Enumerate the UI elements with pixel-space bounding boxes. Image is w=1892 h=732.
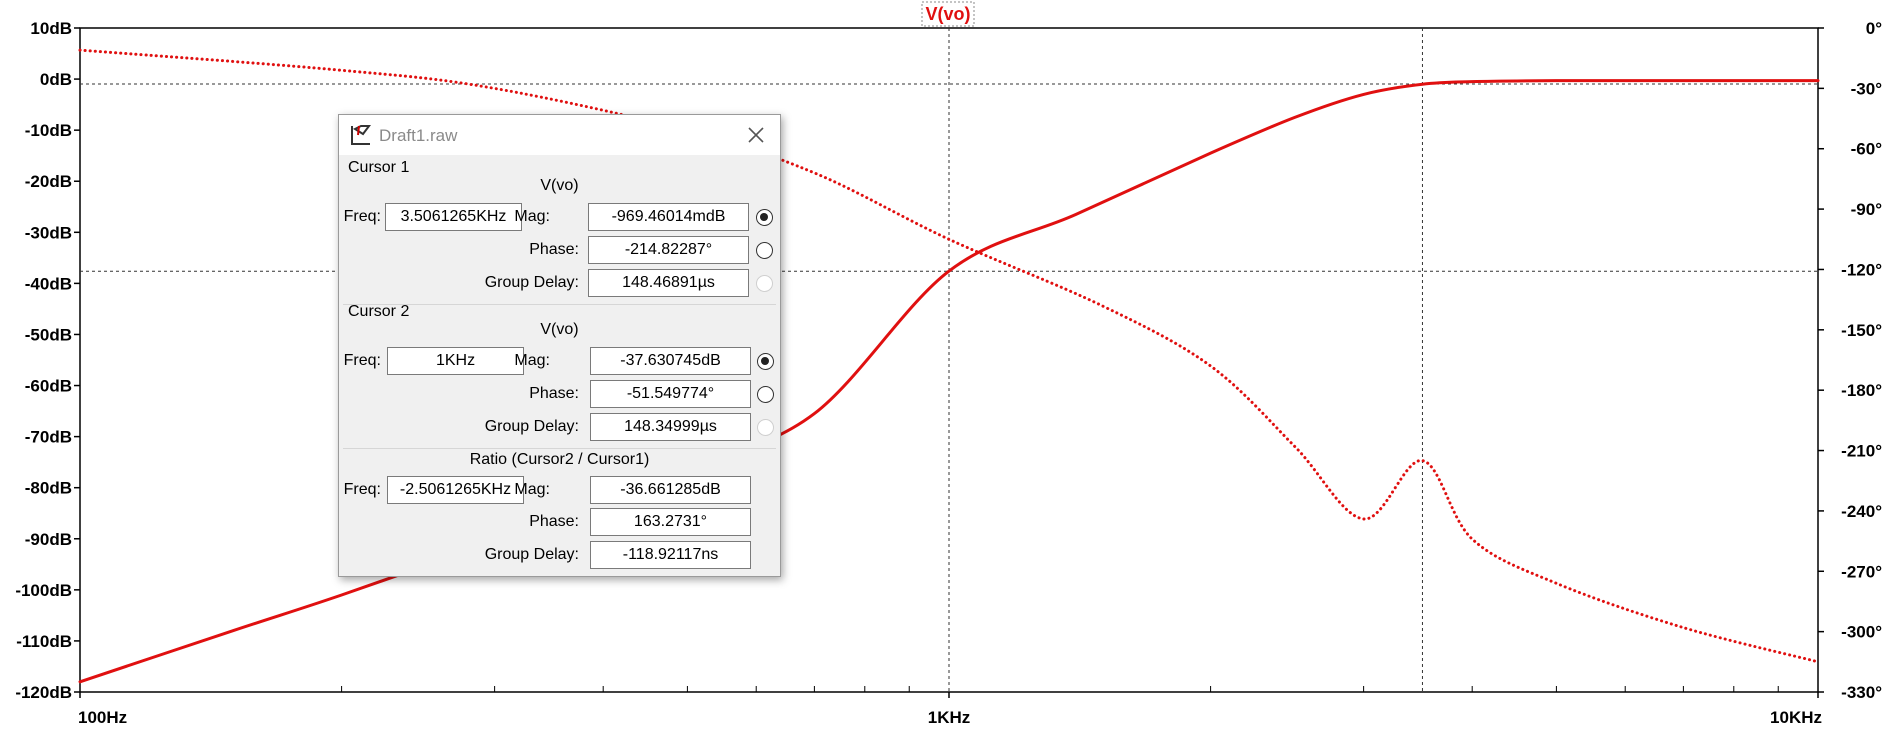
left-axis-ticks: 10dB 0dB -10dB -20dB -30dB -40dB -50dB -60dB -70… bbox=[15, 19, 80, 702]
cursor2-trace: V(vo) bbox=[540, 321, 579, 338]
ltspice-logo-icon bbox=[351, 125, 371, 145]
cursor1-freq-label: Freq: bbox=[343, 208, 381, 225]
title-box bbox=[921, 1, 975, 27]
ratio-phase-label: Phase: bbox=[529, 513, 579, 530]
ratio-gd-label: Group Delay: bbox=[484, 546, 579, 563]
separator bbox=[343, 448, 776, 449]
ratio-freq-field[interactable]: -2.5061265KHz bbox=[387, 476, 524, 504]
chart-title-text: V(vo) bbox=[926, 4, 971, 24]
y-right-tick-label: -240° bbox=[1841, 502, 1882, 521]
cursor1-header: Cursor 1 bbox=[348, 159, 410, 176]
y-right-tick-label: 0° bbox=[1866, 19, 1882, 38]
x-tick-label: 100Hz bbox=[78, 708, 127, 727]
y-left-tick-label: 0dB bbox=[40, 70, 72, 89]
y-right-tick-label: -30° bbox=[1851, 79, 1883, 98]
y-right-tick-label: -330° bbox=[1841, 683, 1882, 702]
cursor1-gd-field[interactable]: 148.46891µs bbox=[588, 269, 749, 297]
x-axis-ticks: 100Hz 1KHz 10KHz bbox=[78, 692, 1822, 727]
y-right-tick-label: -270° bbox=[1841, 562, 1882, 581]
chart-title[interactable]: V(vo) bbox=[921, 1, 975, 27]
phase-series-line bbox=[78, 48, 1820, 664]
minor-ticks bbox=[341, 686, 1779, 692]
y-left-tick-label: -40dB bbox=[25, 274, 72, 293]
y-left-tick-label: -110dB bbox=[16, 632, 72, 651]
cursor2-mag-radio[interactable] bbox=[757, 353, 774, 370]
cursor2-gd-field[interactable]: 148.34999µs bbox=[590, 413, 751, 441]
y-left-tick-label: -50dB bbox=[25, 325, 72, 344]
cursor2-phase-label: Phase: bbox=[529, 385, 579, 402]
y-left-tick-label: -60dB bbox=[25, 377, 72, 396]
ratio-header: Ratio (Cursor2 / Cursor1) bbox=[469, 451, 650, 468]
y-left-tick-label: -10dB bbox=[25, 121, 72, 140]
cursor2-mag-label: Mag: bbox=[514, 352, 550, 369]
y-right-tick-label: -120° bbox=[1841, 260, 1882, 279]
y-left-tick-label: -90dB bbox=[25, 530, 72, 549]
ratio-gd-field[interactable]: -118.92117ns bbox=[590, 541, 751, 569]
separator bbox=[343, 304, 776, 305]
cursor1-phase-radio[interactable] bbox=[756, 242, 773, 259]
y-left-tick-label: -20dB bbox=[25, 172, 72, 191]
x-tick-label: 10KHz bbox=[1770, 708, 1822, 727]
dialog-title-bar[interactable]: Draft1.raw bbox=[339, 115, 780, 155]
dialog-title: Draft1.raw bbox=[379, 126, 458, 145]
y-right-tick-label: -60° bbox=[1851, 140, 1883, 159]
ratio-mag-label: Mag: bbox=[514, 481, 550, 498]
cursor1-mag-radio[interactable] bbox=[756, 209, 773, 226]
ratio-phase-field[interactable]: 163.2731° bbox=[590, 508, 751, 536]
y-right-tick-label: -210° bbox=[1841, 442, 1882, 461]
cursor2-mag-field[interactable]: -37.630745dB bbox=[590, 347, 751, 375]
cursor2-phase-radio[interactable] bbox=[757, 386, 774, 403]
y-right-tick-label: -180° bbox=[1841, 381, 1882, 400]
y-left-tick-label: -120dB bbox=[15, 683, 72, 702]
y-left-tick-label: -70dB bbox=[25, 428, 72, 447]
cursor1-phase-label: Phase: bbox=[529, 241, 579, 258]
y-right-tick-label: -150° bbox=[1841, 321, 1882, 340]
cursor2-freq-label: Freq: bbox=[343, 352, 381, 369]
cursor2-gd-label: Group Delay: bbox=[484, 418, 579, 435]
x-tick-label: 1KHz bbox=[928, 708, 971, 727]
y-right-tick-label: -90° bbox=[1851, 200, 1883, 219]
y-right-tick-label: -300° bbox=[1841, 623, 1882, 642]
cursor2-gd-radio[interactable] bbox=[757, 419, 774, 436]
right-axis-ticks: 0° -30° -60° -90° -120° -150° -180° -210° -240° -… bbox=[1818, 19, 1882, 702]
cursor2-phase-field[interactable]: -51.549774° bbox=[590, 380, 751, 408]
ratio-freq-label: Freq: bbox=[343, 481, 381, 498]
cursor1-freq-field[interactable]: 3.5061265KHz bbox=[385, 203, 522, 231]
cursor1-gd-label: Group Delay: bbox=[484, 274, 579, 291]
cursor-dialog[interactable]: Draft1.raw Cursor 1 V(vo) Freq: 3.506126… bbox=[338, 114, 781, 577]
y-left-tick-label: 10dB bbox=[30, 19, 72, 38]
cursor1-gd-radio[interactable] bbox=[756, 275, 773, 292]
cursor1-mag-field[interactable]: -969.46014mdB bbox=[588, 203, 749, 231]
y-left-tick-label: -80dB bbox=[25, 479, 72, 498]
cursor2-header: Cursor 2 bbox=[348, 303, 410, 320]
cursor1-phase-field[interactable]: -214.82287° bbox=[588, 236, 749, 264]
ratio-mag-field[interactable]: -36.661285dB bbox=[590, 476, 751, 504]
cursor2-freq-field[interactable]: 1KHz bbox=[387, 347, 524, 375]
close-icon[interactable] bbox=[742, 121, 770, 149]
y-left-tick-label: -100dB bbox=[15, 581, 72, 600]
y-left-tick-label: -30dB bbox=[25, 223, 72, 242]
cursor1-trace: V(vo) bbox=[540, 177, 579, 194]
cursor1-mag-label: Mag: bbox=[514, 208, 550, 225]
